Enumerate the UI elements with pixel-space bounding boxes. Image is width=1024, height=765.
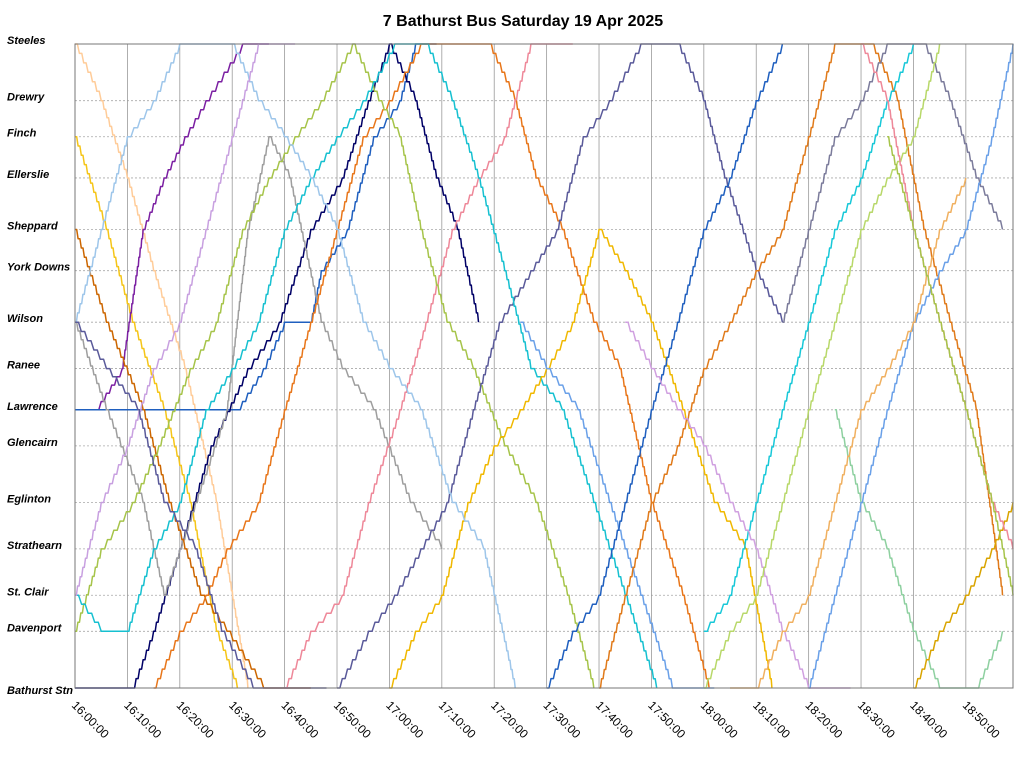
stop-label: Drewry	[7, 92, 45, 104]
bus-trace	[703, 43, 915, 633]
time-tick-label: 17:10:00	[436, 698, 479, 741]
stop-label: Ellerslie	[7, 169, 49, 181]
bus-trace	[75, 135, 239, 689]
stop-label: Steeles	[7, 35, 46, 47]
stop-label: Strathearn	[7, 540, 62, 552]
stop-label: Lawrence	[7, 401, 58, 413]
time-tick-label: 16:40:00	[278, 698, 321, 741]
stop-label: Davenport	[7, 622, 63, 634]
bus-trace	[913, 502, 1014, 689]
bus-trace	[782, 43, 1004, 323]
bus-trace	[625, 321, 851, 689]
bus-trace	[75, 43, 480, 689]
plot-frame	[74, 43, 1014, 689]
bus-trace	[75, 43, 296, 597]
stop-label: Eglinton	[7, 494, 51, 506]
time-tick-label: 17:30:00	[540, 698, 583, 741]
stop-label: York Downs	[7, 262, 70, 274]
time-tick-label: 17:20:00	[488, 698, 531, 741]
time-tick-label: 18:00:00	[698, 698, 741, 741]
stop-label: Wilson	[7, 313, 43, 325]
bus-trace	[75, 321, 327, 689]
bus-trace	[75, 43, 437, 411]
bus-trace	[861, 43, 1014, 550]
bus-trace	[520, 321, 715, 689]
time-tick-label: 18:50:00	[960, 698, 1003, 741]
bus-trace	[389, 228, 773, 689]
stop-label: Glencairn	[7, 437, 58, 449]
time-tick-label: 16:30:00	[226, 698, 269, 741]
stop-label: Ranee	[7, 360, 40, 372]
bus-trace	[75, 43, 658, 689]
bus-trace	[887, 135, 1014, 596]
stop-label: St. Clair	[7, 586, 49, 598]
time-tick-label: 16:10:00	[121, 698, 164, 741]
bus-trace	[730, 177, 967, 689]
bus-trace	[75, 43, 595, 689]
bus-trace	[75, 43, 249, 689]
bus-trace	[284, 43, 573, 689]
time-tick-label: 17:00:00	[383, 698, 426, 741]
time-tick-label: 17:40:00	[593, 698, 636, 741]
time-tick-label: 18:40:00	[907, 698, 950, 741]
bus-trace	[75, 43, 516, 689]
stop-label: Sheppard	[7, 220, 58, 232]
bus-trace	[337, 43, 784, 689]
time-tick-label: 16:00:00	[69, 698, 112, 741]
time-tick-label: 16:20:00	[174, 698, 217, 741]
chart-title: 7 Bathurst Bus Saturday 19 Apr 2025	[383, 13, 664, 30]
time-tick-label: 17:50:00	[645, 698, 688, 741]
time-tick-label: 16:50:00	[331, 698, 374, 741]
stop-label: Finch	[7, 128, 37, 140]
time-tick-label: 18:30:00	[855, 698, 898, 741]
bus-trace	[703, 43, 941, 689]
time-tick-label: 18:20:00	[803, 698, 846, 741]
bus-trace	[153, 43, 710, 689]
bus-trace	[808, 43, 1014, 689]
bus-trace	[546, 43, 784, 689]
stop-label: Bathurst Stn	[7, 685, 73, 697]
bus-trace	[599, 43, 1004, 689]
bus-trace	[96, 43, 269, 411]
time-tick-label: 18:10:00	[750, 698, 793, 741]
bus-trace	[75, 135, 443, 597]
